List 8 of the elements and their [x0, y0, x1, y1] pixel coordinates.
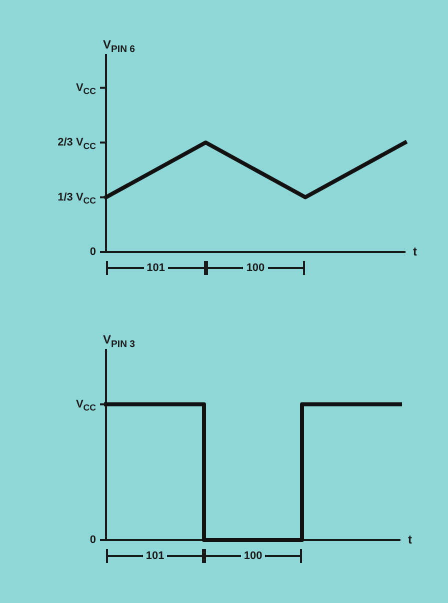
text: 0	[90, 534, 96, 546]
x-axis-title: t	[413, 244, 417, 258]
dimension-bracket: 100	[206, 261, 306, 275]
x-axis-title: t	[408, 532, 412, 546]
text: 0	[90, 246, 96, 258]
dimension-bracket: 101	[106, 549, 204, 563]
dimension-bracket: 101	[106, 261, 206, 275]
dimension-bracket: 100	[204, 549, 302, 563]
